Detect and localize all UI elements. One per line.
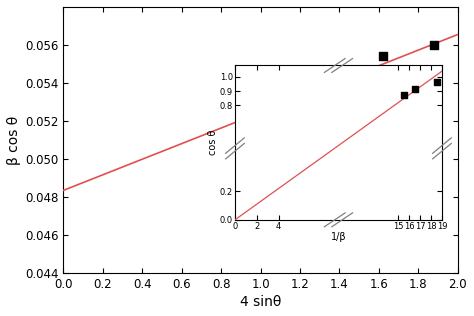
Point (349, 92, 357, 97)
Point (379, 54, 387, 59)
Point (430, 42, 438, 47)
X-axis label: 4 sinθ: 4 sinθ (240, 295, 281, 309)
Point (251, 111, 258, 116)
Y-axis label: β cos θ: β cos θ (7, 115, 21, 165)
